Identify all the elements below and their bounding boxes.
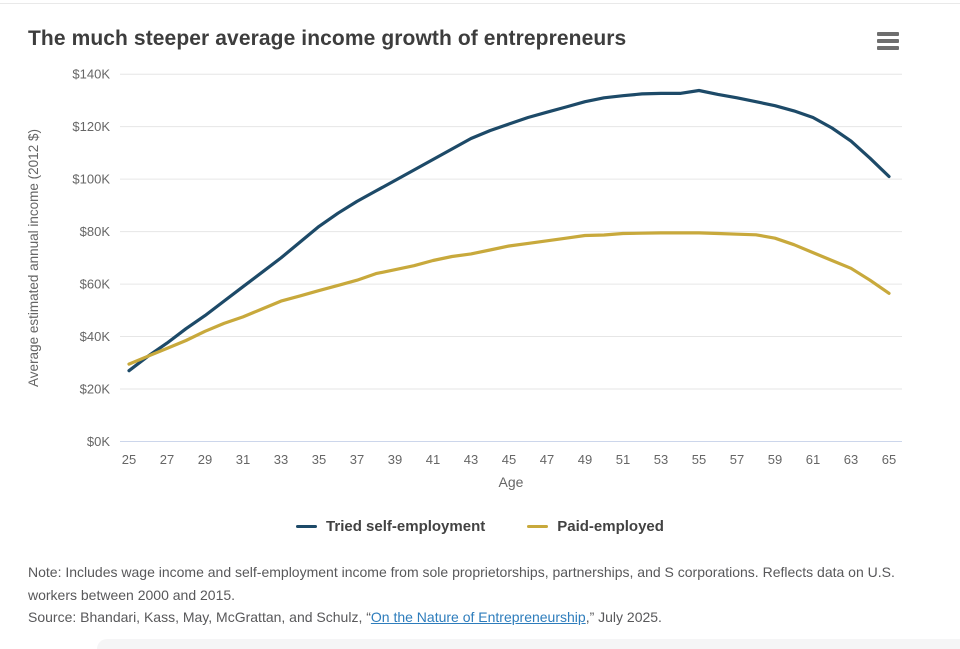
legend-label: Tried self-employment (326, 518, 486, 535)
x-tick-label: 43 (464, 452, 478, 467)
x-tick-label: 27 (160, 452, 174, 467)
legend-label: Paid-employed (557, 518, 664, 535)
y-tick-label: $100K (72, 172, 110, 187)
next-section-peek (97, 639, 960, 649)
chart-footnote: Note: Includes wage income and self-empl… (28, 561, 912, 629)
legend-swatch-gold (527, 524, 549, 529)
hamburger-menu-icon (877, 32, 899, 36)
y-tick-label: $140K (72, 67, 110, 82)
legend-swatch-navy (296, 524, 318, 529)
x-tick-label: 63 (844, 452, 858, 467)
line-chart-plot-area: $0K $20K $40K $60K $80K $100K $120K $140K 25 27 29… (26, 67, 902, 490)
x-tick-label: 57 (730, 452, 744, 467)
y-tick-label: $20K (80, 382, 111, 397)
top-divider (0, 3, 960, 4)
chart-legend: Tried self-employment Paid-employed (0, 518, 960, 535)
x-tick-label: 47 (540, 452, 554, 467)
x-tick-label: 55 (692, 452, 706, 467)
x-tick-label: 45 (502, 452, 516, 467)
y-gridlines (120, 73, 902, 442)
hamburger-menu-icon (877, 46, 899, 50)
y-axis-title: Average estimated annual income (2012 $) (26, 129, 41, 387)
legend-item-tried-self-employment[interactable]: Tried self-employment (296, 518, 485, 535)
x-tick-label: 49 (578, 452, 592, 467)
x-tick-label: 53 (654, 452, 668, 467)
x-tick-label: 41 (426, 452, 440, 467)
x-tick-label: 35 (312, 452, 326, 467)
x-tick-label: 33 (274, 452, 288, 467)
y-tick-label: $0K (87, 434, 110, 449)
x-tick-label: 29 (198, 452, 212, 467)
x-tick-label: 39 (388, 452, 402, 467)
x-tick-label: 61 (806, 452, 820, 467)
x-tick-label: 31 (236, 452, 250, 467)
y-tick-label: $60K (80, 277, 111, 292)
legend-item-paid-employed[interactable]: Paid-employed (527, 518, 664, 535)
source-link[interactable]: On the Nature of Entrepreneurship (370, 609, 586, 625)
x-axis-labels: 25 27 29 31 33 35 37 39 41 43 45 47 49 51 53 55 57 59 61 63… (122, 452, 896, 467)
source-text: Source: Bhandari, Kass, May, McGrattan, … (28, 609, 662, 625)
y-tick-label: $40K (80, 329, 111, 344)
x-tick-label: 59 (768, 452, 782, 467)
x-axis-title: Age (499, 474, 524, 490)
y-axis-labels: $0K $20K $40K $60K $80K $100K $120K $140K (72, 67, 110, 449)
series-line-paid-employed (127, 231, 891, 366)
hamburger-menu-icon (877, 39, 899, 43)
x-tick-label: 37 (350, 452, 364, 467)
chart-context-menu-button[interactable] (871, 27, 905, 55)
chart-title: The much steeper average income growth o… (28, 27, 627, 50)
note-text: Note: Includes wage income and self-empl… (28, 564, 895, 603)
y-tick-label: $120K (72, 119, 110, 134)
x-tick-label: 51 (616, 452, 630, 467)
x-tick-label: 65 (882, 452, 896, 467)
x-tick-label: 25 (122, 452, 136, 467)
y-tick-label: $80K (80, 224, 111, 239)
series-line-tried-self-employment (127, 88, 891, 373)
